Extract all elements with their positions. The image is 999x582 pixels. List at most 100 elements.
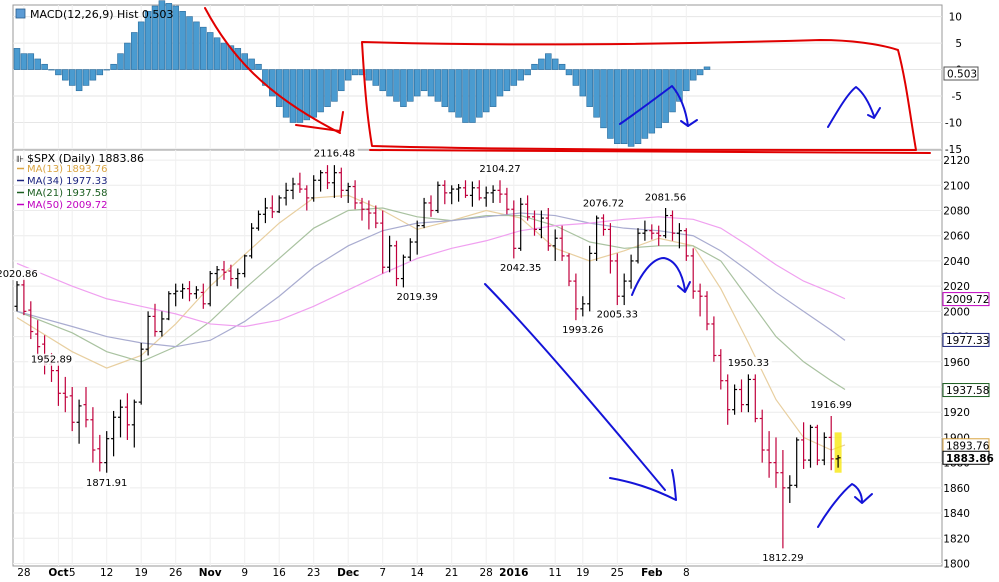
macd-hist-bar: [248, 58, 255, 70]
macd-hist-bar: [462, 69, 469, 123]
macd-hist-bar: [82, 69, 90, 86]
macd-hist-bar: [275, 69, 283, 107]
x-tick-label: 28: [17, 567, 30, 579]
annotation-label: 2104.27: [479, 164, 520, 175]
macd-hist-bar: [338, 69, 345, 92]
moving-average-lines: [16, 194, 846, 451]
macd-hist-bar: [689, 69, 697, 81]
macd-hist-bar: [572, 69, 580, 86]
price-annotations: 2020.86 1952.89 1871.91 2116.48 2019.39 2104.…: [0, 147, 855, 564]
macd-hist-bar: [75, 69, 83, 92]
x-tick-label: 28: [480, 567, 493, 579]
blue-price-head-big: [609, 469, 677, 501]
price-tick-label: 1960: [943, 357, 970, 369]
annotation-label: 2005.33: [597, 310, 638, 321]
macd-tick-label: -10: [945, 118, 962, 130]
x-tick-label: 12: [100, 567, 113, 579]
price-badge-box: [942, 450, 990, 465]
macd-hist-bar: [510, 69, 518, 86]
macd-hist-bar: [372, 69, 380, 86]
macd-hist-bar: [400, 69, 407, 107]
macd-hist-bar: [158, 0, 166, 70]
x-tick-label: 14: [411, 567, 425, 579]
price-tick-label: 2080: [943, 206, 970, 218]
x-tick-label: 25: [611, 567, 624, 579]
macd-hist-bar: [96, 69, 104, 76]
price-badge-box: [942, 332, 990, 347]
price-tick-label: 2060: [943, 231, 970, 243]
macd-hist-bar: [365, 69, 373, 81]
blue-macd-head-2: [867, 107, 881, 119]
macd-tick-label: -5: [952, 91, 962, 103]
annotation-bg: [759, 551, 807, 564]
blue-macd-stroke-1: [619, 85, 689, 127]
macd-hist-bar: [579, 69, 587, 97]
price-badge-label: 1883.86: [946, 453, 994, 465]
macd-hist-bar: [662, 69, 669, 123]
macd-hist-bar: [68, 69, 76, 86]
blue-macd-head-1: [680, 119, 698, 127]
annotation-label: 2042.35: [500, 263, 541, 274]
macd-tick-label: 10: [949, 12, 962, 24]
macd-hist-bar: [324, 69, 331, 107]
macd-hist-bar: [441, 69, 449, 107]
ma-line-ma34: [16, 212, 846, 348]
price-tick-label: 2020: [943, 281, 970, 293]
x-tick-label: 26: [169, 567, 183, 579]
legend-label: MA(13) 1893.76: [27, 164, 108, 175]
price-badge-box: [942, 292, 990, 307]
price-badge-label: 1977.33: [946, 335, 989, 347]
macd-hist-bar: [55, 69, 62, 76]
macd-hist-bar: [683, 69, 690, 92]
red-arrow-stroke: [204, 7, 341, 134]
macd-hist-bar: [476, 69, 483, 118]
annotation-bg: [642, 191, 689, 204]
macd-hist-bar: [627, 69, 635, 147]
annotation-bg: [83, 476, 131, 489]
annotation-bg: [593, 308, 641, 321]
macd-hist-bar: [503, 69, 511, 92]
macd-hist-bar: [482, 69, 490, 113]
macd-last-value: 0.503: [947, 69, 977, 81]
macd-hist-bar: [351, 69, 359, 76]
macd-hist-bar: [703, 66, 711, 70]
macd-hist-bar: [151, 5, 159, 70]
annotation-bg: [580, 197, 627, 210]
annotation-label: 1950.33: [728, 358, 769, 369]
legend-label: MA(50) 2009.72: [27, 200, 108, 211]
price-tick-label: 1920: [943, 407, 970, 419]
macd-hist-bar: [20, 53, 28, 70]
macd-hist-bar: [317, 69, 324, 113]
macd-hist-bar: [696, 69, 704, 76]
annotation-bg: [28, 353, 75, 366]
macd-hist-bar: [289, 69, 297, 123]
macd-histogram: [13, 0, 711, 147]
macd-hist-bar: [614, 69, 621, 145]
macd-hist-bar: [413, 69, 421, 97]
macd-hist-bar: [303, 69, 311, 121]
macd-hist-bar: [393, 69, 400, 102]
x-tick-label: 5: [69, 567, 76, 579]
annotation-label: 2081.56: [645, 193, 686, 204]
x-tick-label: 7: [379, 567, 386, 579]
macd-hist-bar: [137, 21, 145, 70]
red-arrow-head: [295, 111, 344, 132]
x-axis: 2128Oct5121926Nov91623Dec714212820161119…: [17, 567, 689, 579]
annotation-label: 2076.72: [583, 199, 624, 210]
macd-hist-bar: [227, 45, 235, 70]
macd-hist-bar: [310, 69, 317, 118]
macd-hist-bar: [144, 10, 152, 70]
macd-hist-bar: [331, 69, 338, 102]
last-bar-highlight: [834, 432, 842, 473]
macd-hist-bar: [676, 69, 683, 102]
macd-hist-bar: [496, 69, 504, 97]
x-tick-label: Oct: [48, 567, 68, 579]
price-ohlc-bars: [14, 165, 841, 549]
annotation-bg: [476, 162, 524, 175]
price-header-text: $SPX (Daily) 1883.86: [27, 152, 144, 165]
macd-hist-bar: [117, 53, 124, 70]
ma-line-ma21: [16, 207, 846, 391]
price-panel-frame: [12, 149, 943, 567]
blue-price-stroke-big: [484, 283, 666, 491]
